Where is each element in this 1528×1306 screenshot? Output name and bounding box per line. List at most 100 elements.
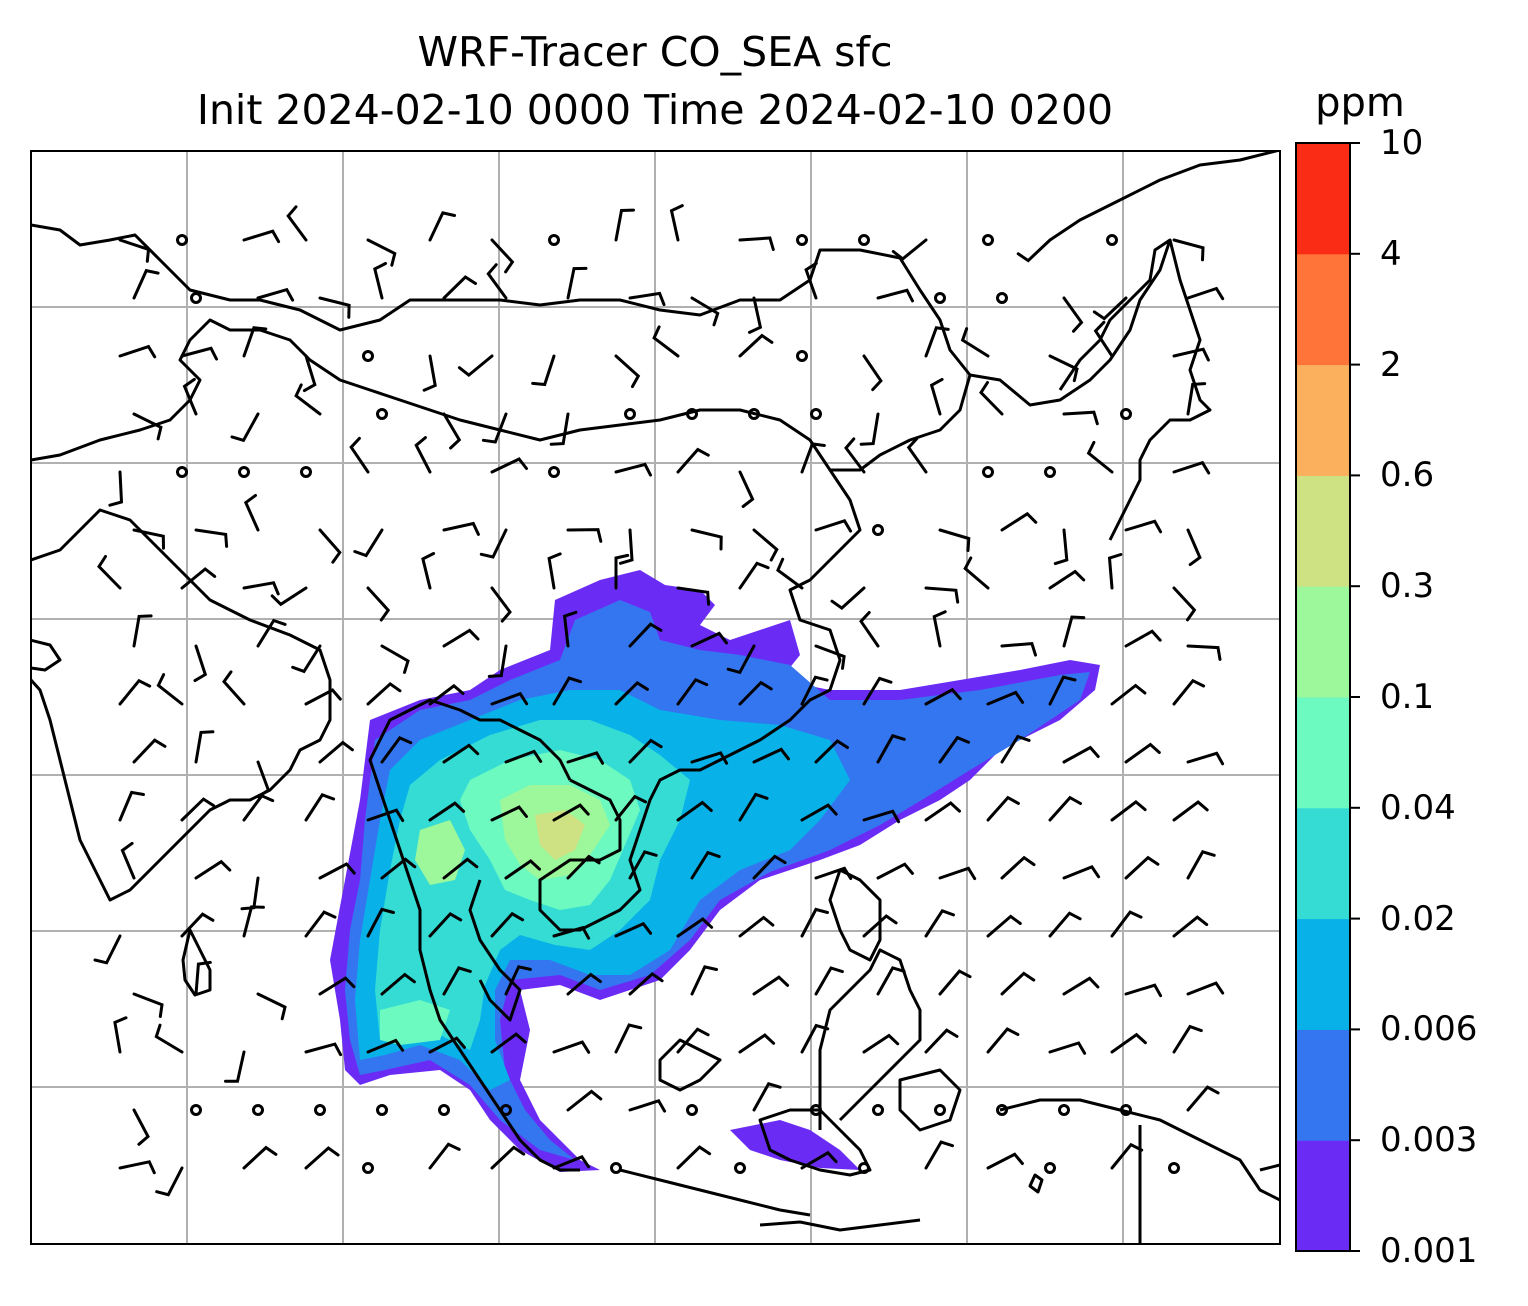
wind-barb [800, 907, 829, 938]
wind-barb [1186, 1085, 1220, 1112]
wind-barb [1172, 800, 1209, 822]
wind-barb [414, 436, 432, 474]
wind-barb [304, 792, 336, 822]
wind-barb [1110, 1032, 1147, 1054]
calm-wind-marker [362, 350, 374, 362]
wind-barb [490, 911, 525, 938]
wind-barb [180, 797, 216, 822]
colorbar-segment [1296, 1140, 1350, 1252]
calm-wind-marker [548, 234, 560, 246]
wind-barb [1053, 528, 1069, 566]
wind-barb [814, 644, 846, 670]
tracer-concentration-field [330, 570, 1100, 1172]
wind-barb [154, 1023, 184, 1054]
wind-barb [1048, 795, 1082, 822]
colorbar-segment [1296, 586, 1350, 698]
wind-barb [566, 528, 603, 543]
wind-barb [490, 1032, 527, 1054]
wind-barb [960, 327, 990, 358]
wind-barb [242, 326, 268, 358]
wind-barb [1048, 911, 1082, 938]
wind-barb [748, 296, 763, 334]
wind-barb [938, 735, 970, 764]
calm-wind-marker [810, 1104, 822, 1116]
wind-barb [752, 528, 779, 562]
colorbar-tick-label: 4 [1380, 233, 1402, 274]
wind-barb [628, 1099, 667, 1113]
wind-barb [814, 966, 844, 996]
wind-barb [256, 287, 295, 302]
wind-barb [814, 519, 853, 533]
wind-barb [243, 493, 260, 532]
colorbar-unit-label: ppm [1315, 80, 1405, 126]
wind-barb [1016, 238, 1052, 263]
wind-barb [628, 738, 663, 764]
wind-barb [924, 687, 962, 706]
colorbar-segment [1296, 364, 1350, 476]
coastlines-and-borders [31, 151, 1280, 1244]
wind-barb [1172, 678, 1206, 706]
calm-wind-marker [176, 234, 188, 246]
wind-barb [690, 296, 720, 327]
calm-wind-marker [934, 292, 946, 304]
colorbar-tick-label: 0.001 [1380, 1231, 1478, 1271]
calm-wind-marker [314, 1104, 326, 1116]
wind-barb [118, 344, 157, 359]
calm-wind-marker [982, 234, 994, 246]
wind-barb [108, 470, 124, 507]
wind-barb [366, 681, 402, 706]
wind-barb [481, 412, 508, 444]
colorbar-tick-label: 10 [1380, 123, 1424, 163]
calm-wind-marker [996, 1104, 1008, 1116]
wind-barb [752, 1082, 782, 1112]
calm-wind-marker [1120, 1104, 1132, 1116]
wind-barb [240, 876, 260, 911]
wind-barb [349, 436, 370, 474]
colorbar-segment [1296, 807, 1350, 920]
wind-barb [566, 854, 601, 880]
wind-barb [182, 377, 198, 416]
colorbar-tick-label: 0.3 [1380, 566, 1435, 607]
calm-wind-marker [872, 1104, 884, 1116]
calm-wind-marker [934, 1104, 946, 1116]
wind-barb [676, 917, 714, 938]
calm-wind-marker [624, 408, 636, 420]
wind-barb [1000, 734, 1031, 764]
colorbar-segment [1296, 253, 1350, 366]
wind-barb [442, 966, 472, 996]
wind-barb [1048, 1041, 1087, 1055]
wind-barb [814, 866, 853, 880]
wind-barb [676, 447, 710, 474]
calm-wind-marker [438, 1104, 450, 1116]
wind-barb [1107, 553, 1123, 590]
wind-barb [180, 567, 217, 590]
wind-barb [1186, 644, 1222, 661]
wind-barb [726, 644, 756, 675]
wind-barb [132, 412, 163, 441]
wind-barb [380, 736, 413, 764]
calm-wind-marker [190, 292, 202, 304]
wind-barb [242, 1145, 278, 1170]
colorbar-tick-label: 0.003 [1380, 1120, 1478, 1161]
wind-barb [428, 912, 463, 938]
wind-barb [552, 676, 582, 706]
wind-barb [1048, 569, 1086, 590]
wind-barb [1172, 347, 1210, 362]
wind-barb [628, 622, 663, 648]
wind-barb [304, 910, 337, 938]
wind-barb [1124, 983, 1163, 998]
wind-barbs [93, 204, 1225, 1197]
wind-barb [804, 261, 818, 300]
wind-barb [428, 683, 465, 706]
calm-wind-marker [982, 466, 994, 478]
wind-barb [242, 905, 265, 938]
wind-barb [318, 976, 356, 996]
wind-barb [1092, 296, 1128, 321]
wind-barb [428, 211, 456, 242]
wind-barb [690, 850, 721, 880]
wind-barb [490, 805, 528, 822]
wind-barb [97, 555, 122, 590]
calm-wind-marker [1044, 466, 1056, 478]
wind-barb [800, 442, 826, 474]
